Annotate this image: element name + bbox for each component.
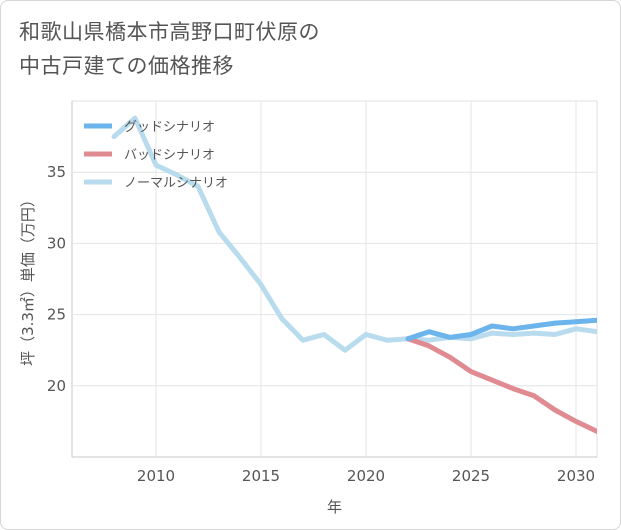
chart-title-line-2: 中古戸建ての価格推移 xyxy=(19,54,234,78)
legend-label: グッドシナリオ xyxy=(124,120,215,135)
y-tick-label: 25 xyxy=(47,306,66,324)
series-line-good xyxy=(405,317,597,342)
series-line-normal xyxy=(111,115,597,353)
series-lines xyxy=(111,115,597,434)
chart-title: 和歌山県橋本市高野口町伏原の 中古戸建ての価格推移 xyxy=(19,15,320,83)
x-tick-label: 2020 xyxy=(347,467,385,485)
legend-label: ノーマルシナリオ xyxy=(124,176,228,191)
x-tick-label: 2025 xyxy=(452,467,490,485)
y-tick-label: 20 xyxy=(47,377,66,395)
y-tick-label: 35 xyxy=(47,163,66,181)
series-line-bad xyxy=(405,336,597,434)
y-axis-label: 坪（3.3㎡）単価（万円） xyxy=(19,192,37,366)
x-axis-label: 年 xyxy=(327,498,342,516)
legend-label: バッドシナリオ xyxy=(124,148,215,163)
chart-title-line-1: 和歌山県橋本市高野口町伏原の xyxy=(19,20,320,44)
y-tick-label: 30 xyxy=(47,234,66,252)
x-tick-label: 2010 xyxy=(137,467,175,485)
x-tick-label: 2030 xyxy=(557,467,595,485)
x-tick-label: 2015 xyxy=(242,467,280,485)
